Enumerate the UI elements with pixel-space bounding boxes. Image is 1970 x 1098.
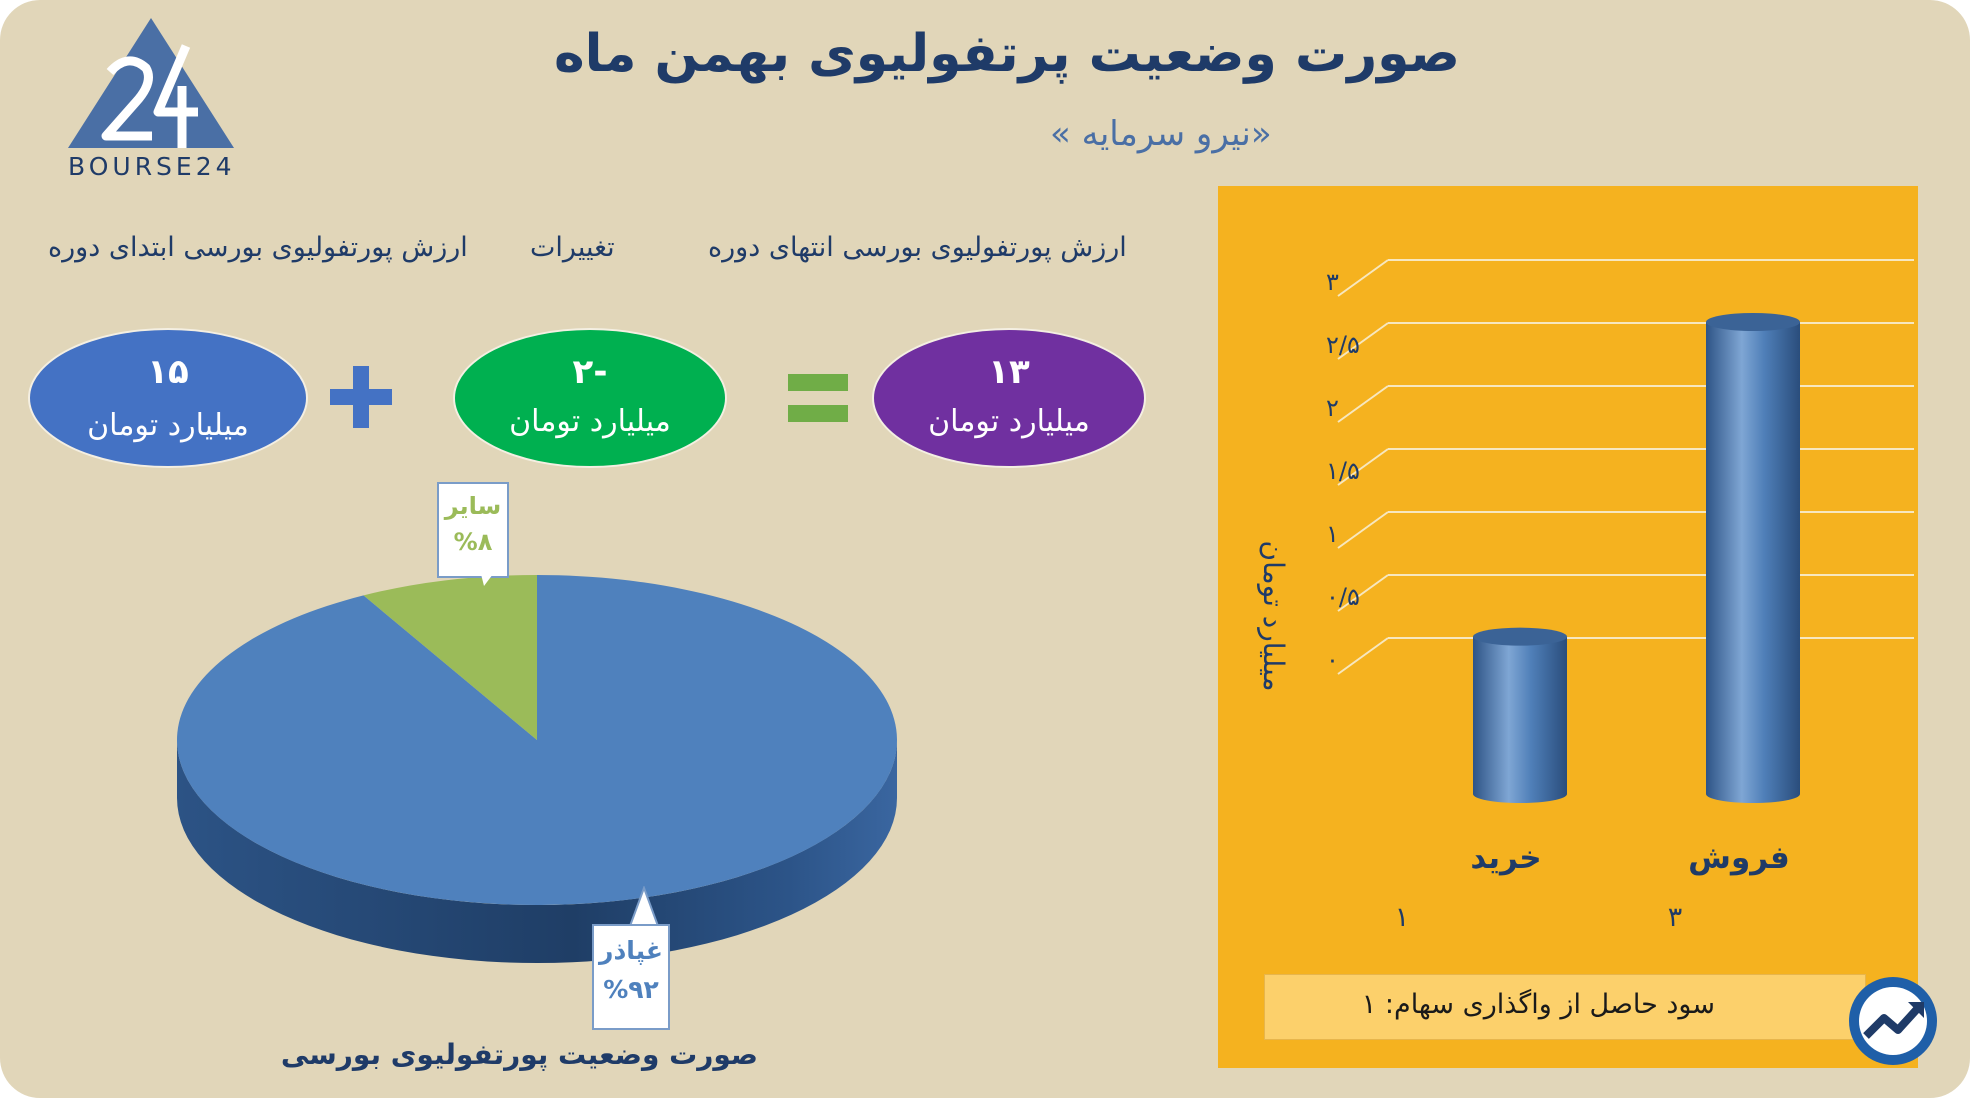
bar-1 [1706,322,1800,803]
y-tick-label: ۳ [1326,268,1339,296]
start-value-label: ارزش پورتفولیوی بورسی ابتدای دوره [48,232,468,263]
change-value-unit: میلیارد تومان [509,404,671,439]
page-title: صورت وضعیت پرتفولیوی بهمن ماه [553,24,1460,84]
bourse24-logo-icon [68,18,234,148]
pie-label-main-value: %۹۲ [603,975,659,1004]
bar-0 [1473,636,1567,803]
start-value: ۱۵ [147,352,189,392]
grid-diagonal [1337,574,1389,612]
end-value-unit: میلیارد تومان [928,404,1090,439]
y-axis-label: میلیارد تومان [1257,541,1290,692]
category-label-1: فروش [1688,840,1790,876]
grid-diagonal [1337,322,1389,360]
y-tick-label: ۱/۵ [1326,457,1360,485]
grid-diagonal [1337,385,1389,423]
pie-label-main-pointer [628,886,660,926]
pie-label-other: سایر %۸ [437,482,509,578]
start-value-oval: ۱۵ میلیارد تومان [28,328,308,468]
start-value-unit: میلیارد تومان [87,408,249,443]
category-value-1: ۳ [1668,902,1683,933]
pie-label-main: غپاذر %۹۲ [592,924,670,1030]
bar-top-1 [1706,313,1800,331]
grid-diagonal [1337,637,1389,675]
pie-label-other-value: %۸ [453,528,493,556]
end-value: ۱۳ [988,352,1030,392]
y-tick-label: ۲/۵ [1326,331,1360,359]
equals-icon [788,374,848,422]
pie-slice-1 [363,575,537,740]
page-subtitle: «نیرو سرمایه » [1050,114,1272,154]
grid-diagonal [1337,511,1389,549]
profit-footer-box: سود حاصل از واگذاری سهام: ۱ [1264,974,1866,1040]
y-tick-label: ۰ [1326,646,1339,674]
pie-side-wall [177,740,897,963]
y-tick-label: ۰/۵ [1326,583,1360,611]
category-label-0: خرید [1470,840,1541,876]
bar-chart-panel: ۰ ۰/۵ ۱ ۱/۵ ۲ ۲/۵ ۳ خرید ۱ فروش ۳ میلیارد تومان س… [1218,186,1918,1068]
grid-diagonal [1337,259,1389,297]
change-value: -۲ [572,352,608,392]
trend-badge-icon [1849,977,1937,1065]
pie-chart [176,575,898,963]
pie-label-main-name: غپاذر [599,936,663,965]
plus-icon [330,366,392,428]
profit-footer-text: سود حاصل از واگذاری سهام: ۱ [1361,989,1715,1020]
pie-label-other-pointer [480,570,496,586]
end-value-label: ارزش پورتفولیوی بورسی انتهای دوره [708,232,1127,263]
logo-text: BOURSE24 [68,152,236,181]
pie-label-other-name: سایر [444,492,502,520]
pie-chart-title: صورت وضعیت پورتفولیوی بورسی [280,1038,758,1071]
y-tick-label: ۱ [1326,520,1339,548]
pie-slice-0 [176,575,898,905]
grid-diagonal [1337,448,1389,486]
change-label: تغییرات [530,232,615,263]
end-value-oval: ۱۳ میلیارد تومان [872,328,1146,468]
change-value-oval: -۲ میلیارد تومان [453,328,727,468]
y-tick-label: ۲ [1326,394,1339,422]
bar-top-0 [1473,627,1567,646]
category-value-0: ۱ [1395,902,1410,933]
